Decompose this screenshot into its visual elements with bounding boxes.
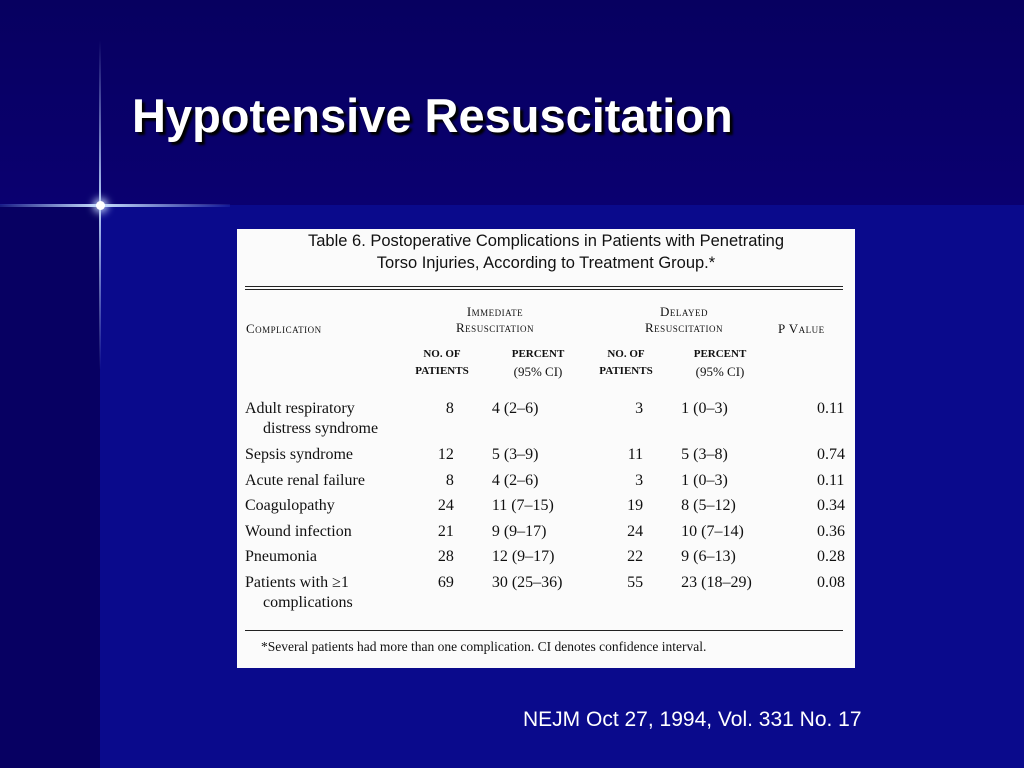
delayed-patients: 11 <box>627 446 644 463</box>
subheader-immediate-number: NO. OF PATIENTS <box>407 346 477 380</box>
header-immediate-resuscitation: Immediate Resuscitation <box>425 304 565 336</box>
immediate-patients: 8 <box>445 471 454 489</box>
complication-name-line-2: distress syndrome <box>263 420 379 437</box>
header-p-value: P Value <box>778 321 825 336</box>
delayed-percent: 23 (18–29) <box>681 573 752 591</box>
subheader-delayed-percent: PERCENT (95% CI) <box>681 346 759 382</box>
table-row: Patients with ≥1 complications 69 30 (25–… <box>245 573 845 619</box>
complication-name: Acute renal failure <box>245 471 365 489</box>
slide-title: Hypotensive Resuscitation <box>132 89 733 142</box>
p-value: 0.36 <box>817 522 845 540</box>
table-footnote: *Several patients had more than one comp… <box>261 639 707 654</box>
delayed-patients: 22 <box>627 548 644 565</box>
table-row: Coagulopathy 24 11 (7–15) 19 8 (5–12) 0.… <box>245 496 845 522</box>
subheader-delayed-percent-line-2: (95% CI) <box>695 364 745 379</box>
immediate-percent: 4 (2–6) <box>491 471 539 489</box>
complication-name: Adult respiratory distress syndrome <box>245 399 406 445</box>
table-image: Table 6. Postoperative Complications in … <box>237 229 855 668</box>
left-background-band <box>0 205 100 768</box>
delayed-percent: 5 (3–8) <box>681 446 728 463</box>
delayed-percent: 10 (7–14) <box>681 522 744 540</box>
complication-name: Sepsis syndrome <box>245 446 353 463</box>
immediate-percent: 30 (25–36) <box>491 573 563 591</box>
subheader-delayed-number-line-1: NO. OF <box>607 348 645 360</box>
delayed-patients: 19 <box>627 497 644 514</box>
table-bottom-rule <box>245 630 843 631</box>
subheader-immediate-percent-line-2: (95% CI) <box>513 364 563 379</box>
immediate-patients: 12 <box>437 446 454 463</box>
table-row: Wound infection 21 9 (9–17) 24 10 (7–14)… <box>245 522 845 548</box>
p-value: 0.28 <box>817 548 845 565</box>
complication-name-line-2: complications <box>263 593 353 611</box>
subheader-immediate-percent: PERCENT (95% CI) <box>499 346 577 382</box>
header-immediate-line-2: Resuscitation <box>456 320 534 335</box>
delayed-patients: 3 <box>635 400 644 417</box>
sparkle-star-icon <box>96 201 105 210</box>
delayed-percent: 9 (6–13) <box>681 548 736 565</box>
complication-name: Coagulopathy <box>245 497 335 514</box>
delayed-percent: 1 (0–3) <box>681 471 728 489</box>
subheader-immediate-percent-line-1: PERCENT <box>511 348 565 360</box>
delayed-patients: 3 <box>635 471 644 489</box>
immediate-percent: 5 (3–9) <box>491 446 539 463</box>
table-caption-line-1: Table 6. Postoperative Complications in … <box>307 232 784 250</box>
delayed-patients: 24 <box>627 522 644 540</box>
source-citation: NEJM Oct 27, 1994, Vol. 331 No. 17 <box>523 708 862 731</box>
immediate-patients: 69 <box>437 573 454 591</box>
immediate-patients: 8 <box>445 400 454 417</box>
subheader-immediate-number-line-2: PATIENTS <box>415 365 469 377</box>
complication-name: Pneumonia <box>245 548 317 565</box>
delayed-patients: 55 <box>627 573 644 591</box>
delayed-percent: 8 (5–12) <box>681 497 736 514</box>
p-value: 0.34 <box>817 497 845 514</box>
p-value: 0.11 <box>817 400 845 417</box>
immediate-percent: 9 (9–17) <box>491 522 547 540</box>
header-complication: Complication <box>246 321 322 336</box>
table-row: Acute renal failure 8 4 (2–6) 3 1 (0–3) … <box>245 471 845 497</box>
immediate-patients: 21 <box>437 522 454 540</box>
table-top-rule <box>245 286 843 290</box>
complications-table: Adult respiratory distress syndrome 8 4 (… <box>245 399 845 619</box>
complication-name: Wound infection <box>245 522 352 540</box>
immediate-percent: 12 (9–17) <box>491 548 555 565</box>
immediate-patients: 24 <box>437 497 454 514</box>
subheader-delayed-number-line-2: PATIENTS <box>599 365 653 377</box>
p-value: 0.08 <box>817 573 845 591</box>
p-value: 0.11 <box>817 471 845 489</box>
complication-name: Patients with ≥1 complications <box>245 573 406 619</box>
header-immediate-line-1: Immediate <box>466 304 524 319</box>
subheader-immediate-number-line-1: NO. OF <box>423 348 461 360</box>
subheader-delayed-number: NO. OF PATIENTS <box>591 346 661 380</box>
immediate-patients: 28 <box>437 548 454 565</box>
complication-name-line-1: Patients with ≥1 <box>245 573 349 591</box>
table-caption-line-2: Torso Injuries, According to Treatment G… <box>376 254 716 272</box>
subheader-delayed-percent-line-1: PERCENT <box>693 348 747 360</box>
table-caption: Table 6. Postoperative Complications in … <box>249 230 843 274</box>
p-value: 0.74 <box>817 446 845 463</box>
immediate-percent: 4 (2–6) <box>491 400 539 417</box>
complication-name-line-1: Adult respiratory <box>245 400 355 417</box>
header-delayed-line-2: Resuscitation <box>645 320 723 335</box>
header-delayed-resuscitation: Delayed Resuscitation <box>614 304 754 336</box>
table-row: Sepsis syndrome 12 5 (3–9) 11 5 (3–8) 0.… <box>245 445 845 471</box>
decorative-horizontal-line <box>0 204 230 207</box>
immediate-percent: 11 (7–15) <box>491 497 554 514</box>
delayed-percent: 1 (0–3) <box>681 400 728 417</box>
table-row: Adult respiratory distress syndrome 8 4 (… <box>245 399 845 445</box>
table-row: Pneumonia 28 12 (9–17) 22 9 (6–13) 0.28 <box>245 547 845 573</box>
title-background-band <box>0 0 1024 205</box>
header-delayed-line-1: Delayed <box>659 304 709 319</box>
